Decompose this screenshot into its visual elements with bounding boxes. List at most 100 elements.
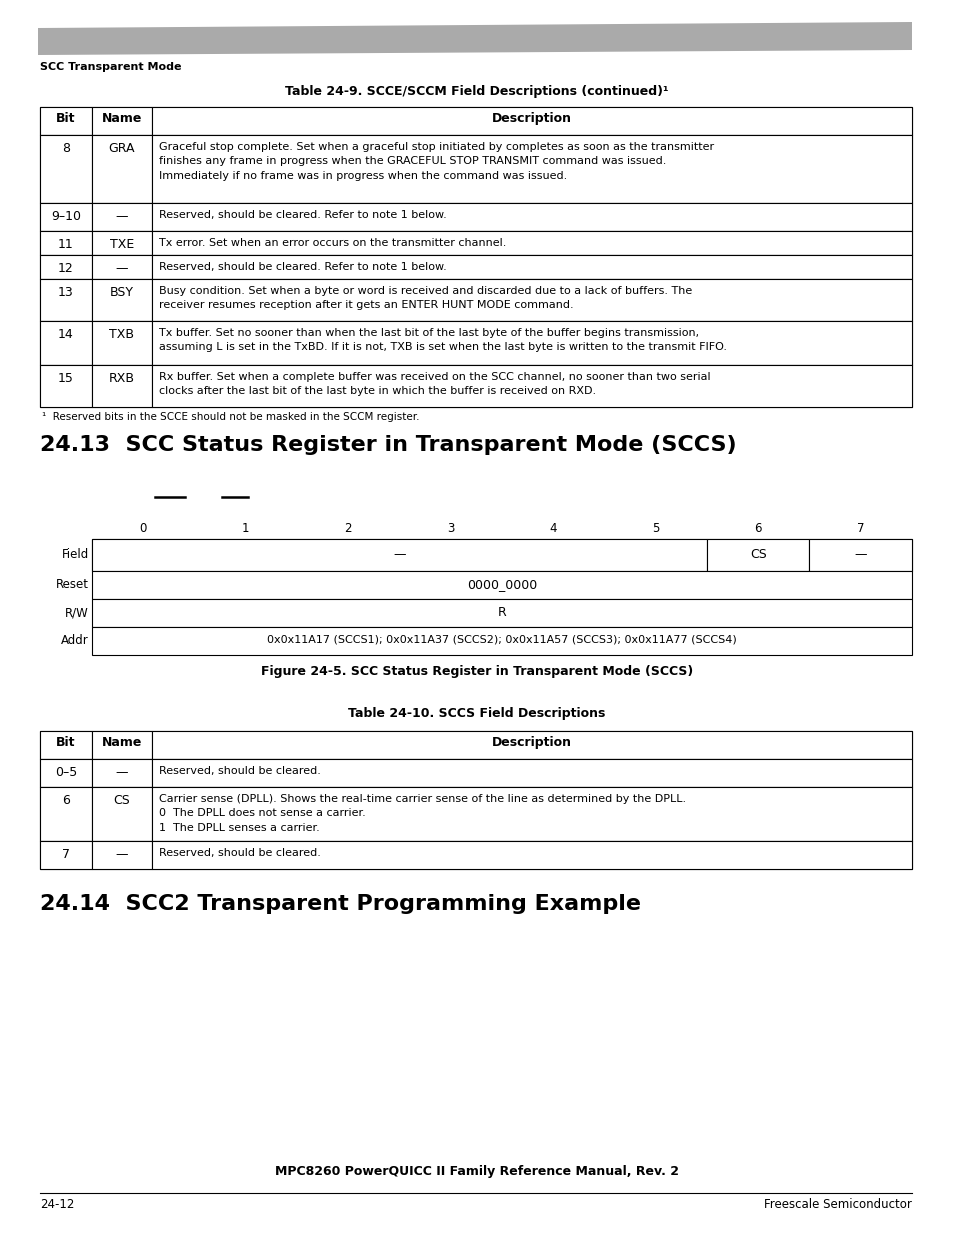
Polygon shape (38, 22, 911, 56)
Text: GRA: GRA (109, 142, 135, 156)
Bar (91, 571, 911, 599)
Text: 2: 2 (344, 522, 352, 535)
Bar (40, 731, 911, 760)
Bar (152, 107, 911, 135)
Bar (40, 841, 91, 869)
Text: CS: CS (749, 548, 766, 561)
Text: —: — (115, 262, 128, 275)
Text: —: — (854, 548, 866, 561)
Bar (152, 731, 911, 760)
Text: TXB: TXB (110, 329, 134, 341)
Text: 1: 1 (242, 522, 250, 535)
Bar (91, 841, 152, 869)
Text: R: R (497, 606, 506, 619)
Text: 13: 13 (58, 287, 73, 299)
Bar (91, 135, 152, 203)
Text: 0x0x11A17 (SCCS1); 0x0x11A37 (SCCS2); 0x0x11A57 (SCCS3); 0x0x11A77 (SCCS4): 0x0x11A17 (SCCS1); 0x0x11A37 (SCCS2); 0x… (267, 634, 736, 643)
Text: Tx buffer. Set no sooner than when the last bit of the last byte of the buffer b: Tx buffer. Set no sooner than when the l… (159, 329, 699, 338)
Bar (40, 279, 91, 321)
Bar (91, 599, 911, 627)
Text: Bit: Bit (56, 112, 75, 125)
Text: Name: Name (102, 112, 142, 125)
Bar (40, 321, 91, 366)
Text: Reserved, should be cleared.: Reserved, should be cleared. (159, 766, 320, 776)
Bar (40, 731, 91, 760)
Text: 24.14  SCC2 Transparent Programming Example: 24.14 SCC2 Transparent Programming Examp… (40, 894, 640, 914)
Text: RXB: RXB (109, 372, 135, 385)
Bar (40, 787, 911, 841)
Bar (40, 254, 91, 279)
Bar (91, 731, 152, 760)
Bar (91, 254, 152, 279)
Bar (152, 203, 911, 231)
Bar (40, 760, 911, 787)
Bar (40, 231, 911, 254)
Text: BSY: BSY (110, 287, 133, 299)
Text: 7: 7 (62, 848, 70, 861)
Text: finishes any frame in progress when the GRACEFUL STOP TRANSMIT command was issue: finishes any frame in progress when the … (159, 157, 666, 167)
Text: 3: 3 (447, 522, 454, 535)
Text: 5: 5 (652, 522, 659, 535)
Bar (91, 203, 152, 231)
Bar (40, 203, 911, 231)
Bar (152, 366, 911, 408)
Text: Rx buffer. Set when a complete buffer was received on the SCC channel, no sooner: Rx buffer. Set when a complete buffer wa… (159, 372, 710, 382)
Text: —: — (115, 848, 128, 861)
Bar (706, 538, 809, 571)
Text: Tx error. Set when an error occurs on the transmitter channel.: Tx error. Set when an error occurs on th… (159, 238, 506, 248)
Bar (40, 107, 91, 135)
Text: Description: Description (492, 112, 572, 125)
Text: —: — (115, 210, 128, 224)
Bar (91, 787, 152, 841)
Text: 0000_0000: 0000_0000 (466, 578, 537, 592)
Text: Field: Field (62, 548, 89, 561)
Bar (40, 787, 91, 841)
Bar (152, 321, 911, 366)
Bar (40, 366, 91, 408)
Bar (91, 279, 152, 321)
Bar (40, 135, 911, 203)
Bar (91, 538, 911, 571)
Bar (91, 321, 152, 366)
Bar (40, 366, 911, 408)
Bar (91, 538, 706, 571)
Bar (40, 203, 91, 231)
Text: 6: 6 (754, 522, 761, 535)
Text: Reserved, should be cleared. Refer to note 1 below.: Reserved, should be cleared. Refer to no… (159, 262, 446, 272)
Text: —: — (393, 548, 405, 561)
Text: 8: 8 (62, 142, 70, 156)
Bar (40, 254, 911, 279)
Text: Table 24-9. SCCE/SCCM Field Descriptions (continued)¹: Table 24-9. SCCE/SCCM Field Descriptions… (285, 85, 668, 98)
Text: Freescale Semiconductor: Freescale Semiconductor (763, 1198, 911, 1212)
Text: 0: 0 (139, 522, 147, 535)
Text: ¹  Reserved bits in the SCCE should not be masked in the SCCM register.: ¹ Reserved bits in the SCCE should not b… (42, 412, 419, 422)
Text: Figure 24-5. SCC Status Register in Transparent Mode (SCCS): Figure 24-5. SCC Status Register in Tran… (260, 664, 693, 678)
Text: 24.13  SCC Status Register in Transparent Mode (SCCS): 24.13 SCC Status Register in Transparent… (40, 435, 736, 454)
Bar (152, 787, 911, 841)
Bar (152, 760, 911, 787)
Text: MPC8260 PowerQUICC II Family Reference Manual, Rev. 2: MPC8260 PowerQUICC II Family Reference M… (274, 1165, 679, 1178)
Bar (91, 231, 152, 254)
Text: Description: Description (492, 736, 572, 748)
Text: 15: 15 (58, 372, 74, 385)
Text: Addr: Addr (61, 634, 89, 647)
Text: Graceful stop complete. Set when a graceful stop initiated by completes as soon : Graceful stop complete. Set when a grace… (159, 142, 714, 152)
Text: Bit: Bit (56, 736, 75, 748)
Bar (40, 279, 911, 321)
Text: receiver resumes reception after it gets an ENTER HUNT MODE command.: receiver resumes reception after it gets… (159, 300, 573, 310)
Text: assuming L is set in the TxBD. If it is not, TXB is set when the last byte is wr: assuming L is set in the TxBD. If it is … (159, 342, 726, 352)
Bar (40, 231, 91, 254)
Text: Carrier sense (DPLL). Shows the real-time carrier sense of the line as determine: Carrier sense (DPLL). Shows the real-tim… (159, 794, 685, 804)
Bar (152, 231, 911, 254)
Bar (809, 538, 911, 571)
Text: Reset: Reset (56, 578, 89, 592)
Bar (40, 107, 911, 135)
Text: 0–5: 0–5 (55, 766, 77, 779)
Bar (152, 254, 911, 279)
Text: Busy condition. Set when a byte or word is received and discarded due to a lack : Busy condition. Set when a byte or word … (159, 287, 692, 296)
Bar (40, 841, 911, 869)
Text: Reserved, should be cleared.: Reserved, should be cleared. (159, 848, 320, 858)
Text: TXE: TXE (110, 238, 134, 251)
Text: 1  The DPLL senses a carrier.: 1 The DPLL senses a carrier. (159, 823, 319, 832)
Text: R/W: R/W (65, 606, 89, 619)
